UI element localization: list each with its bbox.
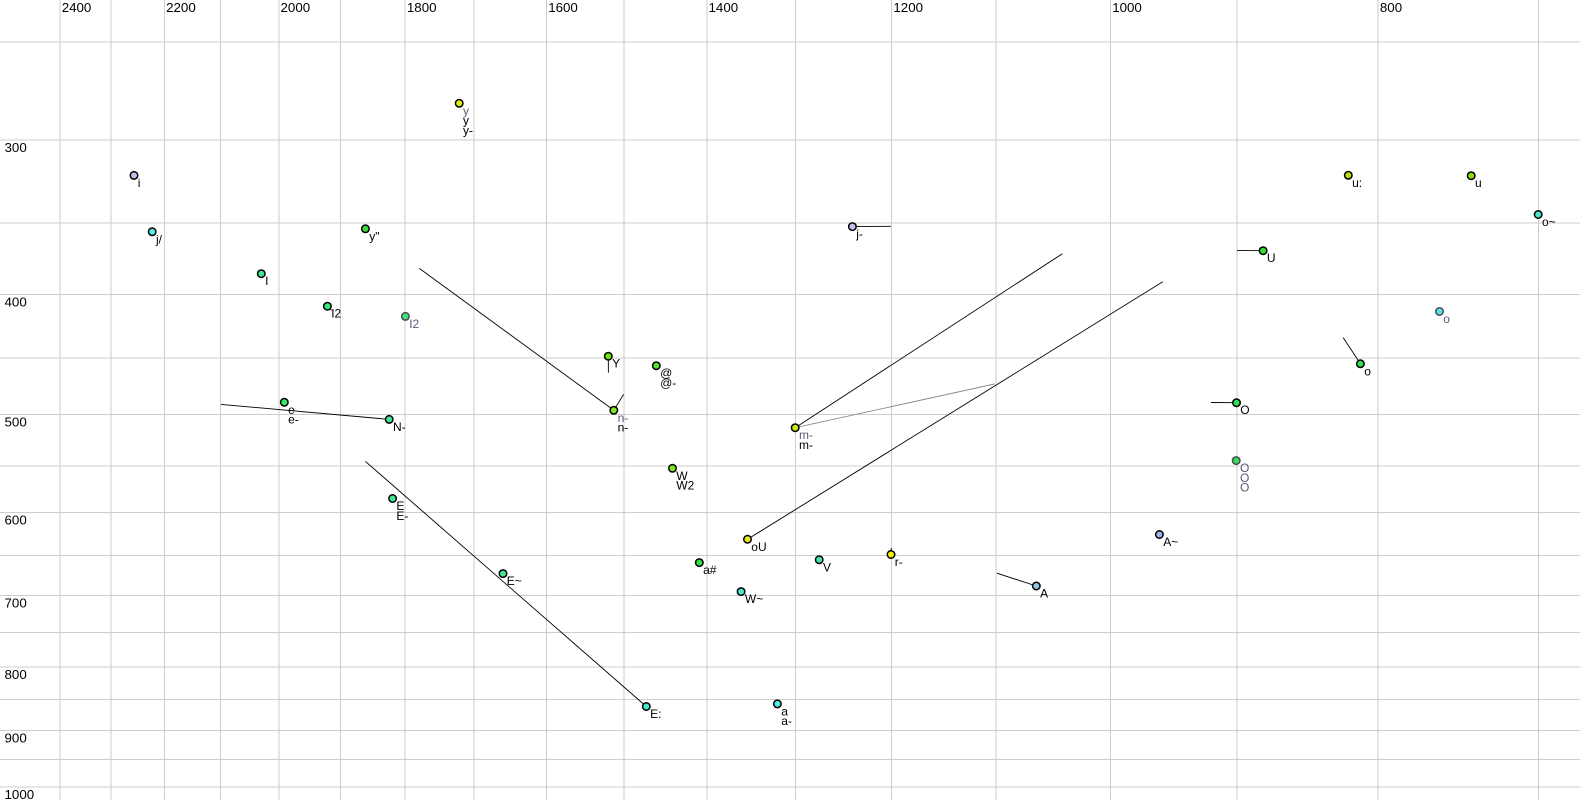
svg-text:W~: W~ [745,592,763,606]
svg-text:e: e [288,403,295,417]
svg-text:1000: 1000 [5,787,35,800]
svg-text:j/: j/ [155,232,163,246]
svg-text:O: O [1240,461,1249,475]
svg-text:700: 700 [5,595,27,610]
svg-text:A~: A~ [1163,535,1178,549]
svg-text:I: I [265,274,268,288]
svg-text:m-: m- [799,438,813,452]
svg-text:600: 600 [5,513,27,528]
svg-text:E-: E- [396,509,408,523]
svg-text:@-: @- [660,376,676,390]
svg-text:e-: e- [288,413,299,427]
svg-text:800: 800 [5,667,27,682]
svg-text:O: O [1240,403,1249,417]
svg-text:o: o [1443,312,1450,326]
svg-text:a: a [781,704,788,718]
svg-text:a#: a# [703,563,717,577]
svg-text:a-: a- [781,714,792,728]
svg-text:2000: 2000 [281,0,311,15]
svg-text:A: A [1040,587,1048,601]
svg-text:1800: 1800 [407,0,437,15]
svg-text:j-: j- [855,227,863,241]
svg-text:E~: E~ [507,574,522,588]
svg-text:500: 500 [5,415,27,430]
svg-text:300: 300 [5,140,27,155]
svg-text:r-: r- [895,555,903,569]
svg-text:Y: Y [612,357,620,371]
svg-text:I2: I2 [331,307,341,321]
svg-text:m-: m- [799,428,813,442]
svg-text:y: y [463,104,469,118]
svg-text:U: U [1267,251,1276,265]
svg-text:2400: 2400 [62,0,92,15]
svg-text:u:: u: [1352,176,1362,190]
svg-text:E: E [396,499,404,513]
svg-text:@: @ [660,366,672,380]
svg-text:W: W [676,469,688,483]
svg-text:1000: 1000 [1112,0,1142,15]
svg-text:O: O [1240,481,1249,495]
svg-text:1200: 1200 [893,0,923,15]
svg-text:n-: n- [618,411,629,425]
svg-text:y-: y- [463,123,473,137]
svg-text:o~: o~ [1542,215,1556,229]
svg-text:I2: I2 [409,317,419,331]
svg-text:i: i [138,176,141,190]
svg-text:V: V [823,560,831,574]
svg-text:o: o [1364,364,1371,378]
svg-text:W2: W2 [676,479,694,493]
svg-text:800: 800 [1380,0,1402,15]
svg-text:y: y [463,114,469,128]
svg-text:u: u [1475,176,1482,190]
svg-text:1600: 1600 [548,0,578,15]
svg-text:O: O [1240,471,1249,485]
svg-text:400: 400 [5,295,27,310]
svg-text:900: 900 [5,730,27,745]
svg-text:N-: N- [393,420,406,434]
svg-text:y": y" [369,229,379,243]
svg-text:1400: 1400 [709,0,739,15]
svg-text:2200: 2200 [166,0,196,15]
svg-text:E:: E: [650,707,661,721]
svg-text:oU: oU [751,540,766,554]
svg-text:n-: n- [618,421,629,435]
